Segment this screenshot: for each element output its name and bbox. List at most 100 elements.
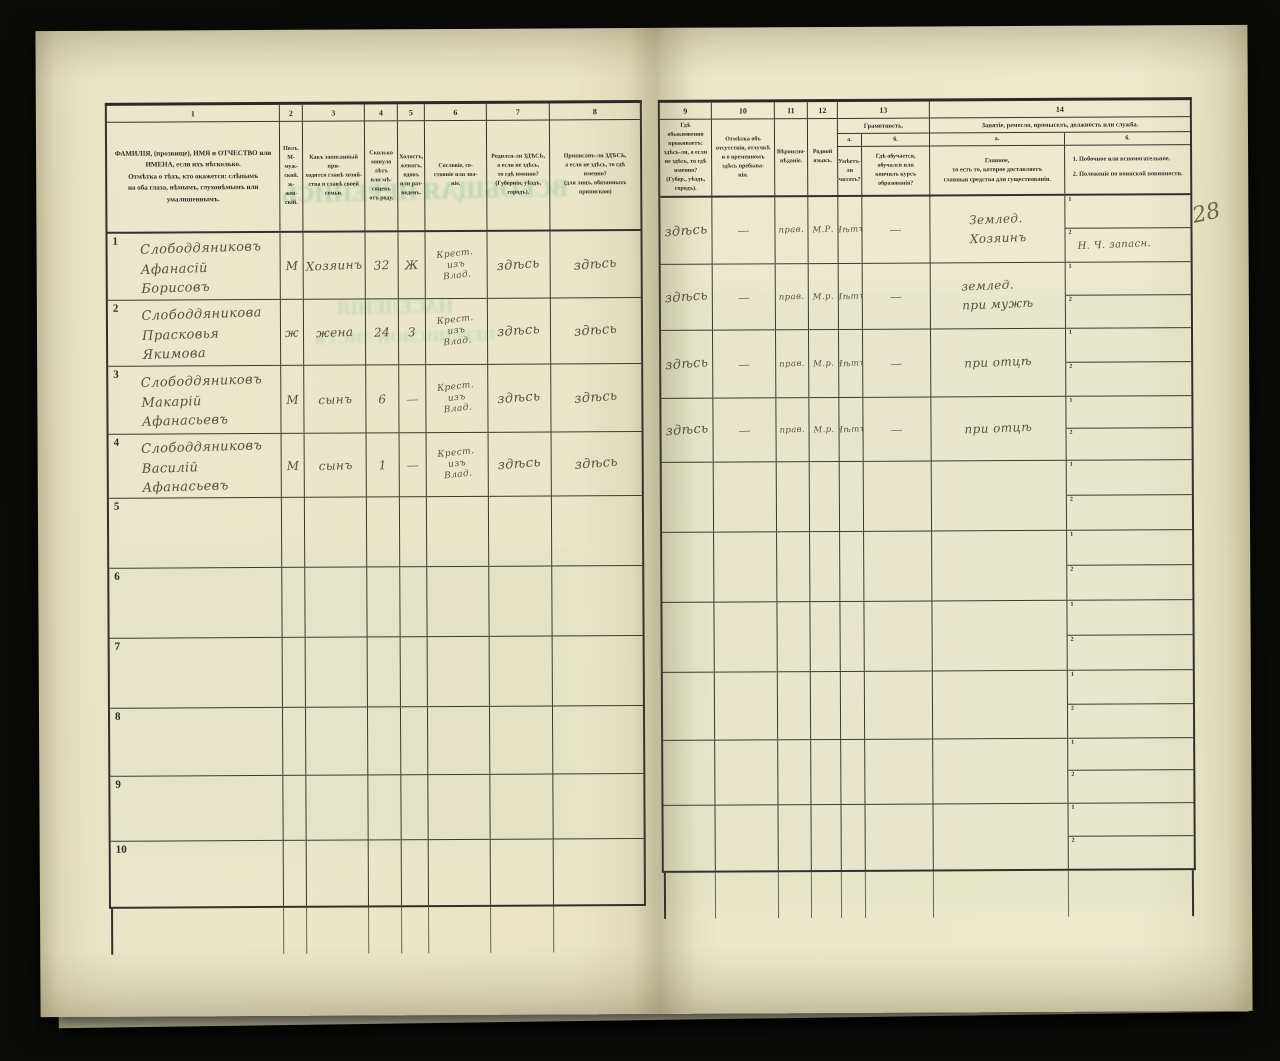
stub: [284, 907, 308, 954]
table-left-panel: 1 2 3 4 5 6 7 8 ФАМИЛІЯ, (прозвище), ИМЯ…: [104, 100, 647, 909]
stub: [402, 907, 430, 954]
r7-religion: [777, 602, 811, 672]
r9-occupation-side: 1 2: [1068, 738, 1194, 803]
table-row: 7: [109, 636, 643, 709]
col-number-14: 14: [1055, 104, 1064, 114]
stub: [554, 906, 644, 952]
r8-literacy: [840, 671, 866, 739]
side-occupation-slot-2: 2 Н. Ч. запасн.: [1068, 229, 1152, 253]
table-row: 1 2: [661, 460, 1193, 533]
r3-occupation-side: 1 2: [1065, 328, 1192, 396]
handwritten-page-number: 28: [1190, 198, 1223, 229]
stub: [429, 906, 492, 954]
r4-education: —: [863, 397, 932, 461]
r9-residence: [663, 740, 716, 805]
r1-born: здѣсь: [487, 231, 551, 298]
r4-sex: М: [281, 433, 305, 497]
label-a: а.: [837, 133, 863, 146]
r5-registered: [552, 496, 642, 565]
r3-name-cell: 3 Слободдяниковъ Макарій Афанасьевъ: [108, 365, 282, 434]
header-occupation-group: 14 Занятіе, ремесло, промыселъ, должност…: [929, 100, 1191, 195]
r2-absence: —: [712, 264, 776, 330]
r10-name-cell: 10: [110, 840, 285, 907]
r10-residence: [663, 805, 716, 871]
label-b: б.: [1125, 135, 1130, 142]
table-row: 8: [109, 706, 644, 777]
r1-education: —: [862, 196, 931, 263]
r8-relation: [305, 707, 369, 775]
r4-language: М.р.: [809, 397, 840, 462]
r6-born: [489, 566, 553, 636]
r6-language: [810, 531, 841, 602]
side-occupation-slot-1: 1: [1067, 600, 1193, 636]
r2-residence: здѣсь: [660, 264, 713, 330]
header-residence-group: 9 Гдѣ обыкновенно проживаетъ: здѣсь-ли, …: [659, 102, 713, 196]
r9-literacy: [841, 739, 866, 804]
stub: [663, 872, 717, 919]
r10-registered: [554, 839, 644, 904]
header-main-occupation: Главное, то есть то, которое доставляетъ…: [930, 145, 1066, 195]
header-literacy-title: Грамотность.: [837, 118, 929, 134]
r5-language: [809, 461, 841, 532]
header-literacy-group: 13 Грамотность. а. б. Умѣетъ- ли читать?…: [837, 101, 931, 195]
r2-name-cell: 2 Слободдяникова Прасковья Якимова: [107, 299, 282, 366]
header-registration-column: Приписанъ-ли ЗДѢСЬ, а если не здѣсь, то …: [563, 153, 627, 196]
header-literacy-texts: Умѣетъ- ли читать? Гдѣ обучается, обучал…: [838, 146, 929, 195]
r7-estate: [427, 636, 490, 707]
side-occupation-slot-1: 1: [1068, 738, 1194, 771]
side-occupation-slot-2: 2: [1070, 636, 1074, 643]
side-occupation-slot-1: 1: [1067, 670, 1193, 705]
side-occupation-slot-2: 2: [1070, 566, 1074, 573]
r6-name-cell: 6: [109, 567, 283, 638]
r4-literacy: Нѣтъ: [839, 397, 864, 461]
col-number-1: 1: [106, 104, 280, 122]
header-sex-column: Полъ. М-муж- ской. ж-жен- скій.: [279, 121, 304, 231]
r5-relation: [304, 497, 368, 567]
r8-language: [810, 671, 842, 740]
r9-language: [811, 739, 842, 805]
r5-marital: [399, 497, 428, 567]
row-number: 1: [112, 235, 119, 248]
label-b: б.: [893, 136, 898, 143]
table-row: 6: [109, 566, 643, 639]
r3-residence: здѣсь: [661, 330, 714, 398]
r6-literacy: [840, 531, 865, 601]
r7-marital: [400, 637, 428, 707]
r7-registered: [553, 636, 643, 705]
r4-absence: —: [713, 398, 777, 462]
r9-religion: [778, 740, 812, 805]
r4-occupation-side: 1 2: [1066, 396, 1192, 460]
r1-name-cell: 1 Слободдяниковъ Афанасій Борисовъ: [107, 232, 281, 300]
r10-absence: [715, 805, 779, 871]
side-occupation-slot-2: 2: [1071, 771, 1075, 778]
r3-estate: Крест. изъ Влад.: [426, 364, 489, 433]
header-row-left: ФАМИЛІЯ, (прозвище), ИМЯ и ОТЧЕСТВО или …: [106, 120, 641, 234]
label-a: а.: [929, 132, 1066, 146]
side-occupation-slot-1: 1: [1068, 803, 1194, 837]
r8-religion: [777, 672, 812, 740]
stub: [933, 870, 1070, 918]
r1-occupation-main: Землед. Хозяинъ: [930, 195, 1066, 263]
side-occupation-slot-2: 2: [1069, 429, 1073, 436]
r5-religion: [776, 462, 811, 532]
r3-registered: здѣсь: [574, 388, 619, 407]
r1-residence: здѣсь: [660, 197, 713, 264]
r1-occupation-side: 1 2 Н. Ч. запасн.: [1065, 195, 1191, 262]
r7-age: [367, 637, 401, 707]
header-name-column: ФАМИЛІЯ, (прозвище), ИМЯ и ОТЧЕСТВО или …: [106, 121, 281, 232]
r2-relation: жена: [303, 299, 367, 365]
col-number-2: 2: [279, 104, 303, 121]
r6-education: [864, 531, 933, 601]
col-number-8: 8: [592, 106, 597, 116]
r5-absence: [713, 462, 778, 532]
header-occupation-sublabels: а. б.: [929, 132, 1191, 147]
col-number-5: 5: [397, 104, 425, 121]
r8-occupation-side: 1 2: [1067, 670, 1193, 738]
r10-literacy: [841, 804, 866, 870]
header-side-occupation: 1. Побочное или вспомогательное. 2. Поло…: [1072, 155, 1183, 178]
r2-language: М.р.: [808, 263, 839, 330]
r5-occupation-main: [931, 460, 1068, 531]
header-estate-column: Сословіе, со- стояніе или зва- ніе.: [424, 120, 488, 231]
r7-relation: [305, 637, 368, 707]
